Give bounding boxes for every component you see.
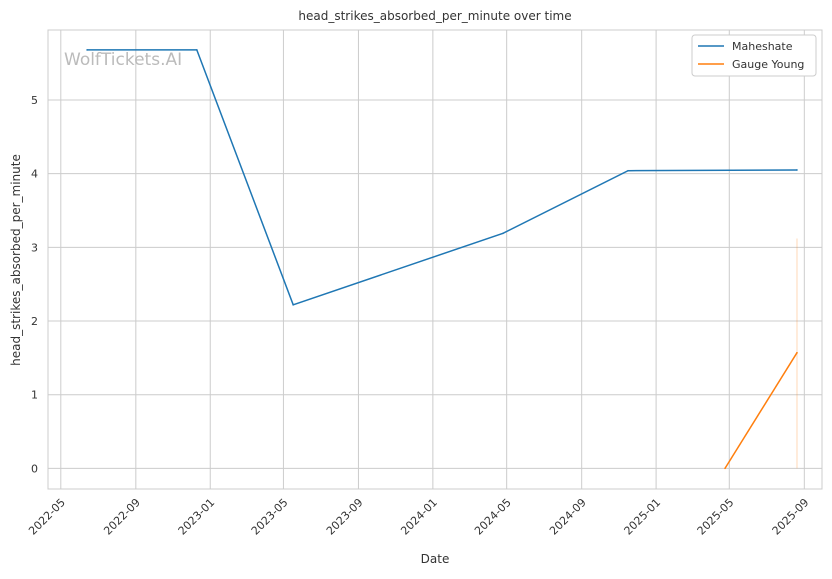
y-tick-label: 4: [31, 168, 38, 181]
legend: Maheshate Gauge Young: [691, 34, 817, 77]
y-tick-label: 3: [31, 241, 38, 254]
x-tick-label: 2025-05: [695, 496, 737, 538]
x-tick-label: 2023-05: [249, 496, 291, 538]
x-tick-label: 2025-01: [622, 496, 664, 538]
grid: [48, 30, 822, 489]
x-tick-label: 2024-09: [547, 496, 589, 538]
x-tick-label: 2024-05: [472, 496, 514, 538]
data-point-maheshate: [796, 169, 798, 171]
series-line-maheshate: [87, 49, 798, 306]
chart-title: head_strikes_absorbed_per_minute over ti…: [298, 9, 571, 23]
data-point-maheshate: [627, 169, 629, 172]
y-tick-label: 1: [31, 389, 38, 402]
legend-label-maheshate: Maheshate: [732, 40, 793, 53]
x-tick-label: 2025-09: [770, 496, 812, 538]
x-tick-label: 2024-01: [398, 496, 440, 538]
x-tick-labels: 2022-05 2022-09 2023-01 2023-05 2023-09 2024-…: [26, 496, 811, 538]
y-tick-label: 0: [31, 462, 38, 475]
x-tick-label: 2022-09: [101, 496, 143, 538]
data-point-gauge-young: [724, 467, 726, 470]
data-point-maheshate: [292, 304, 294, 306]
series-line-gauge-young: [724, 352, 798, 469]
x-tick-label: 2023-01: [176, 496, 218, 538]
x-axis-label: Date: [421, 552, 450, 566]
y-axis-label: head_strikes_absorbed_per_minute: [9, 154, 23, 366]
series-layer: [86, 49, 798, 470]
x-tick-label: 2023-09: [324, 496, 366, 538]
y-tick-label: 2: [31, 315, 38, 328]
y-tick-label: 5: [31, 94, 38, 107]
plot-area: [47, 29, 823, 490]
data-point-maheshate: [196, 49, 198, 51]
x-tick-label: 2022-05: [26, 496, 68, 538]
data-point-maheshate: [86, 49, 88, 51]
y-tick-labels: 0 1 2 3 4 5: [31, 94, 38, 475]
data-point-maheshate: [502, 232, 504, 235]
watermark: WolfTickets.AI: [64, 50, 182, 70]
legend-label-gauge-young: Gauge Young: [732, 58, 804, 71]
data-point-gauge-young: [796, 351, 798, 354]
